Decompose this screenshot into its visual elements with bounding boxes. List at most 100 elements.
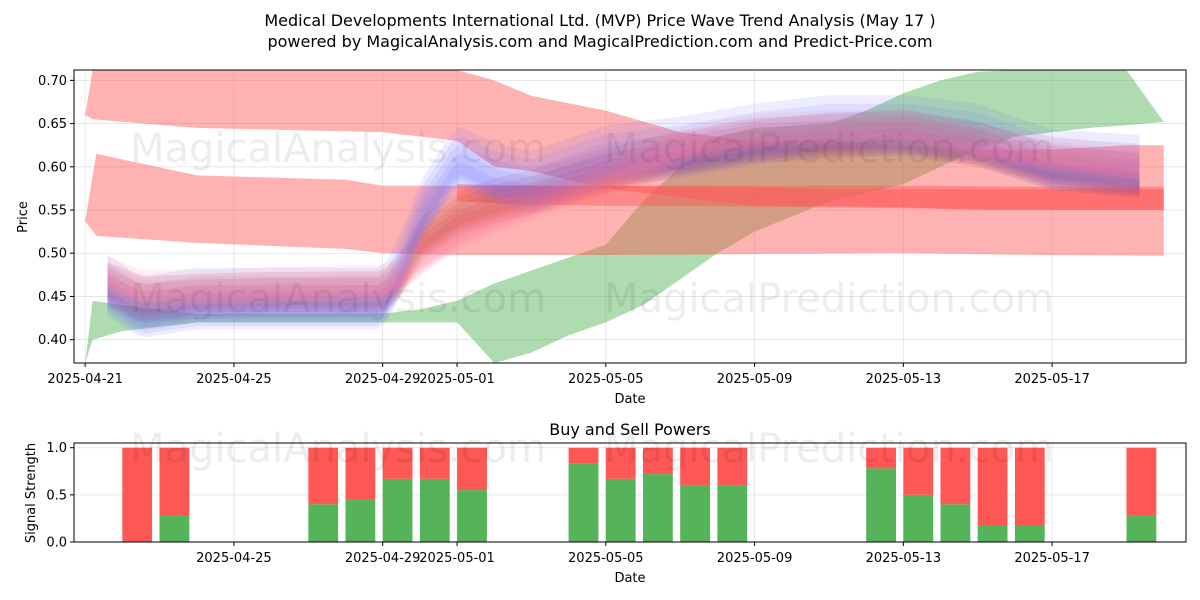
sell-bar: [643, 447, 673, 475]
sell-bar: [308, 447, 339, 505]
sell-bar: [419, 447, 450, 479]
buy-bar: [382, 478, 413, 542]
wave-blue-layer: [107, 121, 1140, 331]
price-y-tick-label: 0.55: [38, 204, 67, 219]
wave-pink-layer: [107, 109, 1140, 297]
price-x-tick-label: 2025-05-01: [419, 372, 495, 387]
price-chart-frame: [73, 69, 1187, 364]
watermark-magicalanalysis-bottom: MagicalAnalysis.com: [130, 426, 546, 472]
buy-sell-y-tick-label: 1.0: [46, 441, 67, 456]
wave-blue-layer: [107, 129, 1140, 334]
sell-bar: [1014, 447, 1045, 526]
price-x-tick-label: 2025-05-17: [1014, 372, 1090, 387]
red-lower-band: [457, 184, 1164, 210]
price-bands: [85, 70, 1164, 363]
wave-blue-layer: [107, 112, 1140, 328]
price-wave-series: [107, 95, 1140, 338]
sell-bar: [568, 447, 599, 464]
buy-sell-x-tick-label: 2025-04-29: [345, 551, 421, 566]
price-x-tick-label: 2025-04-29: [345, 372, 421, 387]
price-x-tick-label: 2025-05-05: [568, 372, 644, 387]
price-y-ticks: 0.40 0.45 0.50 0.55 0.60 0.65 0.70: [38, 74, 74, 348]
price-wave-chart: MagicalAnalysis.com MagicalPrediction.co…: [16, 69, 1187, 407]
green-band: [85, 70, 1164, 363]
buy-bar: [940, 504, 971, 542]
buy-sell-title: Buy and Sell Powers: [549, 420, 711, 439]
sell-bar: [605, 447, 636, 479]
buy-bar: [308, 504, 339, 542]
price-x-tick-label: 2025-04-21: [47, 372, 123, 387]
watermark-magicalprediction-mid: MagicalPrediction.com: [604, 276, 1054, 322]
sell-bar: [903, 447, 934, 495]
price-y-tick-label: 0.70: [38, 74, 67, 89]
red-upper-band: [85, 70, 1164, 210]
price-y-tick-label: 0.50: [38, 247, 67, 262]
figure-title-line1: Medical Developments International Ltd. …: [264, 11, 935, 30]
buy-bar: [457, 490, 487, 542]
figure-title-line2: powered by MagicalAnalysis.com and Magic…: [267, 32, 932, 51]
buy-sell-x-tick-label: 2025-05-05: [568, 551, 644, 566]
buy-bar: [977, 526, 1008, 542]
watermark-magicalprediction-bottom: MagicalPrediction.com: [604, 426, 1054, 472]
watermark-magicalprediction-top: MagicalPrediction.com: [604, 126, 1054, 172]
wave-pink-layer: [107, 120, 1140, 301]
buy-bar: [345, 499, 376, 542]
buy-sell-y-tick-label: 0.0: [46, 536, 67, 551]
sell-bar: [680, 447, 710, 486]
price-y-tick-label: 0.65: [38, 117, 67, 132]
wave-mid-layer: [107, 109, 1140, 310]
buy-bar: [643, 474, 673, 542]
price-chart-grid: [74, 70, 1186, 363]
sell-bar: [866, 447, 896, 469]
sell-bar: [717, 447, 748, 486]
watermark-magicalanalysis-mid: MagicalAnalysis.com: [130, 276, 546, 322]
buy-bar: [1126, 515, 1157, 542]
buy-sell-chart-frame: [73, 442, 1187, 543]
price-y-tick-label: 0.45: [38, 290, 67, 305]
price-x-tick-label: 2025-05-13: [866, 372, 942, 387]
sell-bar: [457, 447, 487, 491]
sell-bar: [122, 447, 153, 542]
wave-mid-layer: [107, 141, 1140, 323]
buy-bar: [680, 485, 710, 542]
buy-bar: [419, 478, 450, 542]
sell-bar: [977, 447, 1008, 526]
sell-bar: [940, 447, 971, 505]
wave-pink-layer: [107, 115, 1140, 299]
buy-sell-chart: Buy and Sell Powers MagicalAnalysis.com …: [24, 420, 1187, 586]
buy-sell-bars: [122, 447, 1157, 542]
sell-bar: [382, 447, 413, 479]
sell-bar: [1126, 447, 1157, 516]
price-y-tick-label: 0.60: [38, 160, 67, 175]
sell-bar: [345, 447, 376, 500]
price-x-ticks: 2025-04-21 2025-04-25 2025-04-292025-05-01…: [47, 363, 1090, 387]
price-y-tick-label: 0.40: [38, 333, 67, 348]
wave-mid-layer: [107, 116, 1140, 313]
wave-mid-layer: [107, 122, 1140, 315]
buy-bar: [159, 515, 190, 542]
buy-sell-x-tick-label: 2025-05-13: [866, 551, 942, 566]
buy-sell-x-axis-label: Date: [614, 571, 645, 586]
buy-bar: [605, 478, 636, 542]
buy-sell-x-tick-label: 2025-05-17: [1014, 551, 1090, 566]
wave-mid-layer: [107, 128, 1140, 318]
wave-blue-layer: [107, 103, 1140, 324]
buy-sell-x-tick-label: 2025-05-09: [717, 551, 793, 566]
buy-bar: [1014, 526, 1045, 542]
buy-sell-y-tick-label: 0.5: [46, 488, 67, 503]
buy-sell-x-tick-label: 2025-04-25: [196, 551, 272, 566]
price-y-axis-label: Price: [16, 201, 31, 233]
wave-blue-layer: [107, 138, 1140, 338]
buy-bar: [568, 463, 599, 542]
buy-sell-y-axis-label: Signal Strength: [24, 443, 39, 543]
sell-bar: [159, 447, 190, 516]
buy-bar: [903, 494, 934, 542]
price-x-tick-label: 2025-05-09: [717, 372, 793, 387]
wave-blue-layer: [107, 95, 1140, 321]
buy-bar: [866, 468, 896, 542]
price-x-tick-label: 2025-04-25: [196, 372, 272, 387]
buy-sell-x-tick-label: 2025-05-01: [419, 551, 495, 566]
buy-sell-y-ticks: 0.0 0.5 1.0: [46, 441, 74, 551]
